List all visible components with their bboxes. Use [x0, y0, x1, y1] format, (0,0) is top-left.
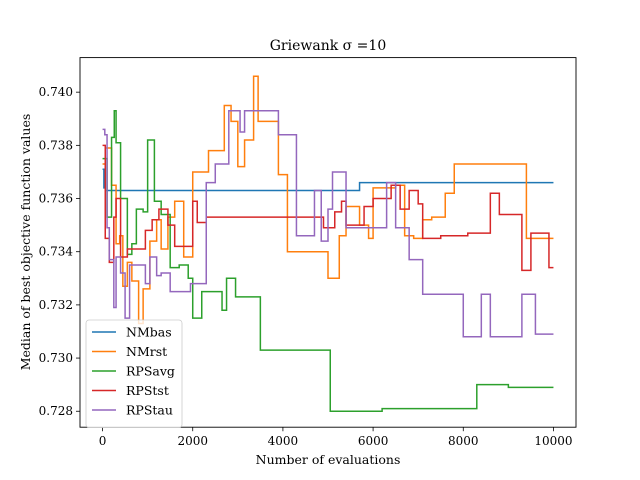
y-tick-label: 0.738 — [39, 138, 73, 152]
legend-label-rpsavg: RPSavg — [126, 364, 175, 379]
y-tick-label: 0.730 — [39, 351, 73, 365]
y-axis-ticks: 0.728 0.730 0.732 0.734 0.736 0.738 0.740 — [39, 85, 80, 418]
x-tick-label: 2000 — [177, 434, 208, 448]
legend-frame — [85, 319, 183, 428]
series-line-rpstau — [102, 110, 554, 338]
series-line-rpsavg — [102, 110, 554, 412]
y-tick-label: 0.734 — [39, 245, 74, 259]
y-tick-label: 0.740 — [39, 85, 73, 99]
x-tick-label: 8000 — [448, 434, 479, 448]
plot-frame — [79, 57, 577, 428]
legend-label-rpstst: RPStst — [126, 383, 169, 398]
plot-lines — [102, 75, 554, 412]
x-tick-label: 4000 — [268, 434, 299, 448]
legend-label-nmbas: NMbas — [126, 325, 172, 340]
series-line-rpstst — [102, 144, 554, 272]
x-tick-label: 0 — [99, 434, 107, 448]
legend-label-rpstau: RPStau — [126, 403, 173, 418]
y-tick-label: 0.728 — [39, 404, 73, 418]
series-line-nmrst — [102, 75, 554, 325]
legend-label-nmrst: NMrst — [126, 344, 167, 359]
x-tick-label: 10000 — [534, 434, 572, 448]
x-tick-label: 6000 — [358, 434, 389, 448]
y-axis-label: Median of best objective function values — [18, 114, 33, 371]
y-tick-label: 0.736 — [39, 192, 73, 206]
legend: NMbas NMrst RPSavg RPStst RPStau — [85, 319, 183, 428]
y-tick-label: 0.732 — [39, 298, 73, 312]
x-axis-ticks: 0 2000 4000 6000 8000 10000 — [99, 427, 573, 448]
chart-title: Griewank σ =10 — [270, 38, 386, 54]
x-axis-label: Number of evaluations — [256, 452, 401, 467]
